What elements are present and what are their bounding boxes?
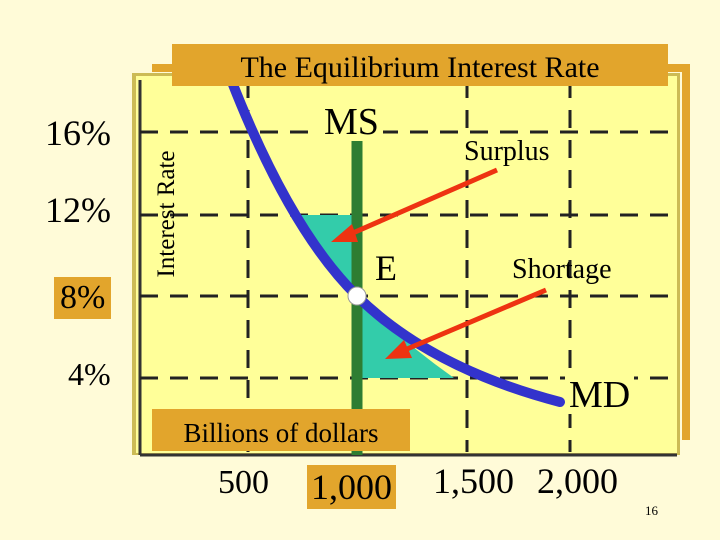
x-tick-500: 500 [218,464,269,501]
y-tick-16: 16% [45,113,111,153]
surplus-arrow [331,167,499,242]
shortage-arrow-shaft [399,287,547,355]
x-tick-2000: 2,000 [537,461,618,501]
y-tick-8: 8% [54,277,112,319]
x-tick-1500: 1,500 [433,461,514,501]
surplus-label: Surplus [460,138,554,166]
equilibrium-point [347,286,367,306]
surplus-arrow-shaft [344,167,499,239]
shortage-arrow [385,287,547,359]
shortage-label: Shortage [512,254,612,285]
panel-right-stripe [682,64,690,440]
shortage-arrow-head [385,340,412,359]
md-label: MD [565,376,635,414]
surplus-arrow-head [331,224,358,242]
chart-title: The Equilibrium Interest Rate [240,51,600,84]
y-tick-12: 12% [45,190,111,230]
equilibrium-label: E [375,248,397,288]
y-tick-4: 4% [68,356,111,392]
x-axis-label: Billions of dollars [183,418,379,448]
x-tick-1000: 1,000 [307,465,396,509]
title-box: The Equilibrium Interest Rate [172,44,668,86]
x-axis-label-box: Billions of dollars [152,409,410,451]
page-number: 16 [645,503,658,518]
ms-label: MS [320,103,383,141]
y-axis-label: Interest Rate [153,150,180,278]
shortage-area [357,296,454,378]
